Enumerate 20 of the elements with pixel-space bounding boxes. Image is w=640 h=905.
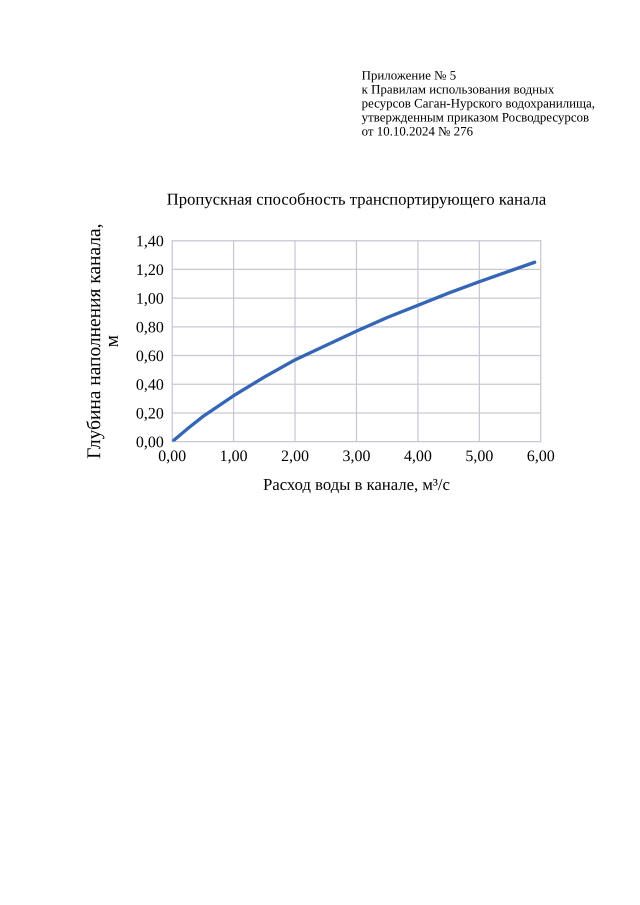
x-tick-label: 0,00 (158, 450, 186, 464)
y-tick-label: 0,40 (136, 379, 164, 392)
y-tick-label: 0,00 (136, 436, 164, 450)
x-tick-label: 3,00 (343, 450, 370, 464)
y-tick-label: 0,80 (136, 322, 164, 335)
y-tick-label: 1,40 (137, 236, 164, 249)
x-tick-label: 6,00 (528, 450, 554, 464)
x-tick-label: 5,00 (466, 450, 493, 464)
x-tick-label: 2,00 (282, 450, 308, 464)
y-axis-title: Глубина наполнения канала, м (86, 224, 118, 458)
x-tick-label: 1,00 (221, 450, 247, 464)
y-tick-label: 1,20 (137, 264, 164, 278)
y-tick-label: 0,60 (136, 350, 164, 364)
chart-title: Пропускная способность транспортирующего канала (167, 192, 546, 208)
y-tick-label: 0,20 (136, 408, 164, 421)
text: Приложение № 5 к Правилам использования водных ресурсов Саган-Нурского водохранилища, утвержденным приказом Росводресурсов от 10.10.2024 № 276 (362, 71, 594, 136)
line-series (172, 260, 536, 442)
x-axis-title: Расход воды в канале, м³/с (264, 478, 450, 494)
x-tick-label: 4,00 (404, 450, 432, 464)
y-tick-label: 1,00 (137, 293, 164, 306)
